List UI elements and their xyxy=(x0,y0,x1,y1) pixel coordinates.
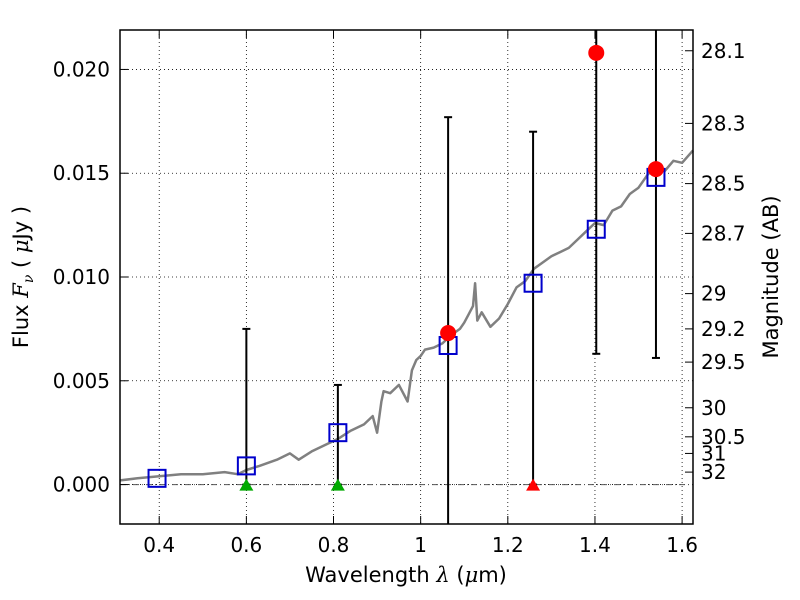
x-axis-ticks: 0.4 0.6 0.8 1 1.2 1.4 1.6 xyxy=(143,30,698,557)
x-axis-label-lambda: λ xyxy=(435,563,449,587)
x-axis-label: Wavelength λ (μm) xyxy=(305,563,507,587)
magnitude-tick-label: 28.7 xyxy=(701,221,746,245)
y-axis-label: Flux Fν ( μJy ) xyxy=(9,206,37,348)
x-tick-label: 0.6 xyxy=(230,533,262,557)
y-axis-label-mu: μ xyxy=(9,239,33,253)
model-flux-square xyxy=(586,219,606,239)
magnitude-tick-label: 31 xyxy=(701,441,726,465)
y-axis-ticks: 0.000 0.005 0.010 0.015 0.020 xyxy=(53,57,128,497)
y-axis-label-open: ( xyxy=(9,253,33,275)
upper-limit-triangle xyxy=(330,478,345,491)
detection-point xyxy=(440,325,457,342)
y-axis-label-unit: Jy ) xyxy=(9,206,33,242)
detection-point xyxy=(588,44,605,61)
detection-layer xyxy=(440,44,664,342)
magnitude-tick-label: 32 xyxy=(701,460,726,484)
model-flux-square xyxy=(236,456,256,476)
plot-background xyxy=(120,30,693,524)
y-tick-label: 0.015 xyxy=(53,161,110,185)
x-axis-label-mu: μ xyxy=(465,563,479,587)
x-tick-label: 1.4 xyxy=(579,533,611,557)
upper-limit-triangle xyxy=(526,478,541,491)
x-tick-label: 0.4 xyxy=(143,533,175,557)
magnitude-tick-label: 30.5 xyxy=(701,425,746,449)
x-tick-label: 1.2 xyxy=(492,533,524,557)
magnitude-tick-label: 29 xyxy=(701,282,726,306)
y-axis-label-f: F xyxy=(9,282,33,299)
model-flux-square xyxy=(328,423,348,443)
x-tick-label: 1.6 xyxy=(666,533,698,557)
x-tick-label: 0.8 xyxy=(318,533,350,557)
y-tick-label: 0.005 xyxy=(53,369,110,393)
x-axis-label-unit: m) xyxy=(478,563,507,587)
y-axis-label-nu: ν xyxy=(21,274,37,283)
upper-limit-triangle xyxy=(239,478,254,491)
y-axis-label-text: Flux xyxy=(9,298,33,348)
y-tick-label: 0.010 xyxy=(53,265,110,289)
x-axis-label-open: ( xyxy=(450,563,465,587)
detection-point xyxy=(647,161,664,178)
model-flux-square xyxy=(147,468,167,488)
x-tick-label: 1 xyxy=(414,533,427,557)
y-tick-label: 0.000 xyxy=(53,473,110,497)
magnitude-tick-label: 29.5 xyxy=(701,350,746,374)
magnitude-tick-label: 30 xyxy=(701,396,726,420)
y-tick-label: 0.020 xyxy=(53,57,110,81)
x-axis-label-text: Wavelength xyxy=(305,563,436,587)
magnitude-tick-label: 28.3 xyxy=(701,111,746,135)
model-flux-square xyxy=(523,273,543,293)
magnitude-axis-label: Magnitude (AB) xyxy=(759,195,783,358)
upper-limit-layer xyxy=(239,478,541,491)
magnitude-tick-label: 28.1 xyxy=(701,39,746,63)
magnitude-tick-label: 28.5 xyxy=(701,172,746,196)
magnitude-tick-label: 29.2 xyxy=(701,317,746,341)
